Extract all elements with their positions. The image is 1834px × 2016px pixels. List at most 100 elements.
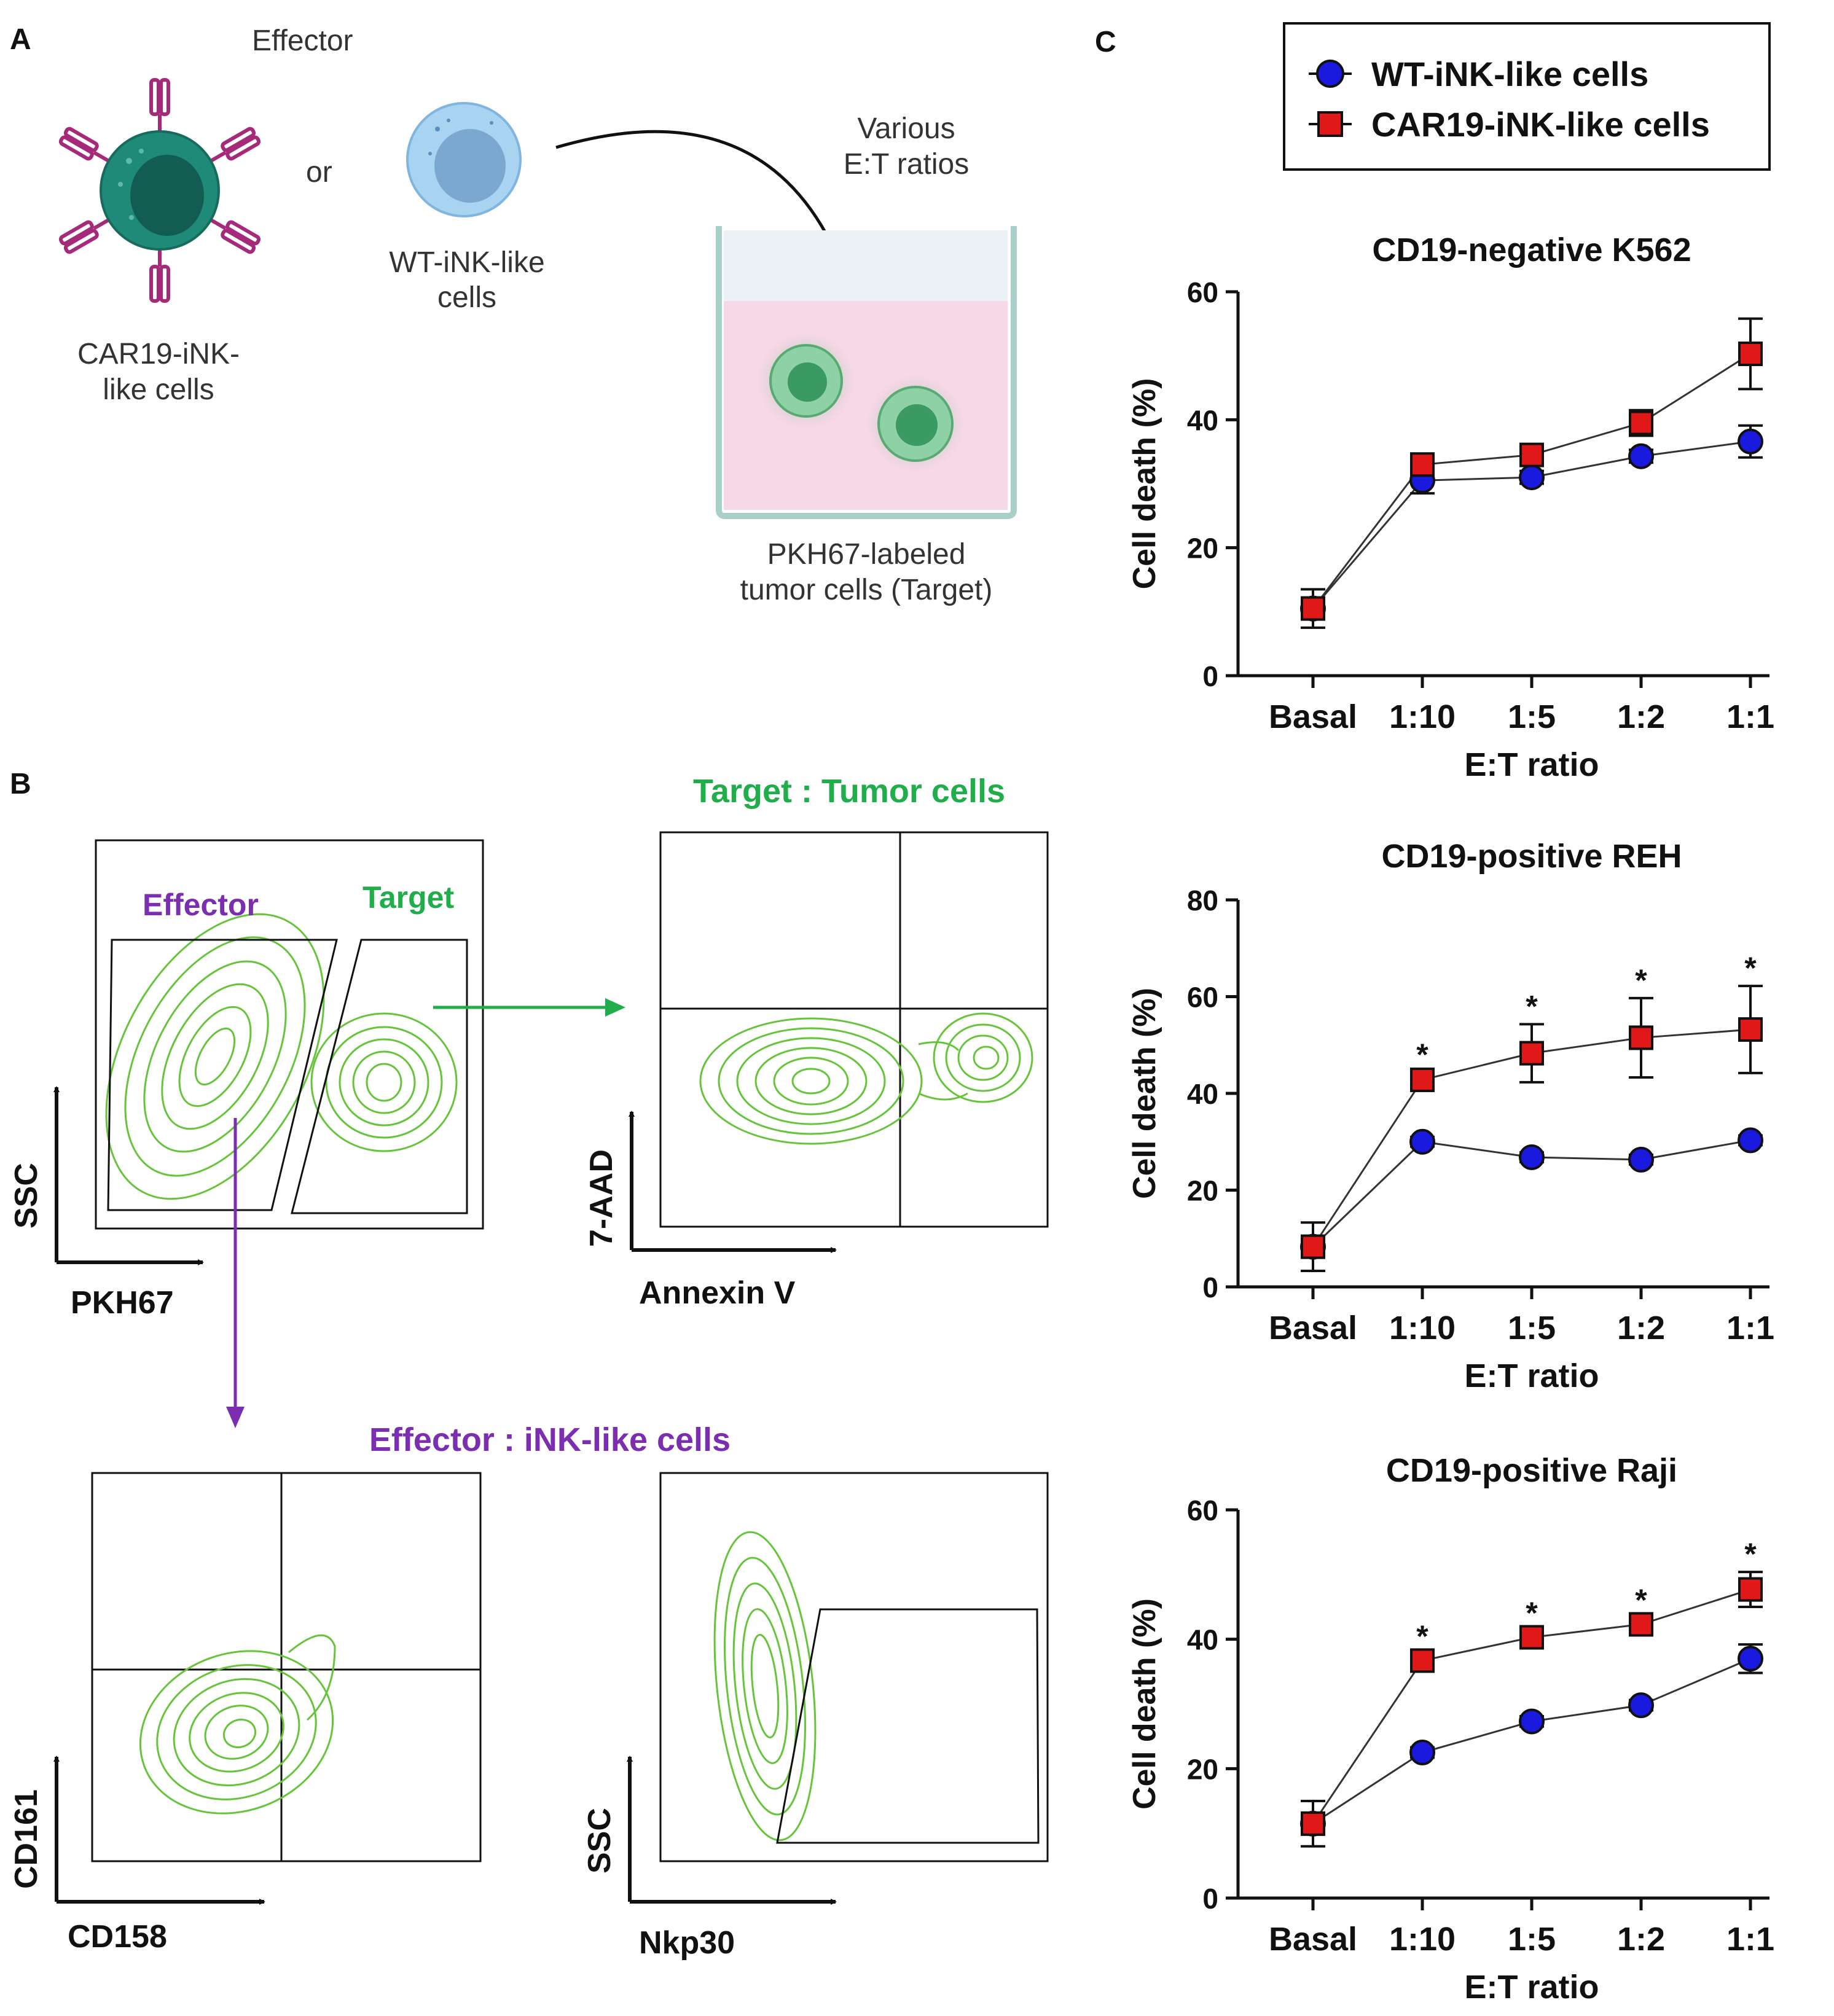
- panel-b: B Effector Target: [9, 768, 1049, 1961]
- gate-label-effector: Effector: [143, 888, 259, 922]
- y-tick-label: 0: [1202, 1272, 1218, 1303]
- contour-apoptotic-cells: [918, 1012, 1033, 1103]
- x-tick-label: 1:5: [1508, 1310, 1556, 1346]
- contour-cd158-cd161-population: [139, 1634, 336, 1815]
- significance-marker: *: [1416, 1619, 1428, 1654]
- y-tick-label: 0: [1202, 1883, 1218, 1915]
- y-axis-title: Cell death (%): [1127, 1598, 1162, 1810]
- x-axis-title: E:T ratio: [1464, 746, 1599, 783]
- target-label-line1: PKH67-labeled: [767, 538, 966, 571]
- significance-marker: *: [1526, 989, 1538, 1023]
- target-gate: [291, 939, 468, 1214]
- flow-plot-pkh67-ssc: Effector Target SSC PKH67: [9, 839, 484, 1321]
- ratio-label-line1: Various: [857, 112, 955, 145]
- chart-reh: CD19-positive REH 0 20 40 60 80 Basal 1:10 1:5 1:…: [1127, 838, 1774, 1394]
- data-point: [1738, 1646, 1763, 1672]
- data-point: [1410, 1067, 1435, 1092]
- y-tick-label: 60: [1187, 1494, 1218, 1526]
- contour-target-population: [310, 1012, 458, 1152]
- target-heading: Target : Tumor cells: [693, 773, 1005, 810]
- contour-viable-cells: [699, 1017, 923, 1145]
- data-point: [1738, 1127, 1763, 1154]
- chart-k562: CD19-negative K562 0 20 40 60 Basal 1:10 1:5 1:2…: [1127, 232, 1774, 783]
- contour-nkp30-population: [713, 1531, 817, 1842]
- data-point: [1738, 1017, 1763, 1042]
- x-axis-title: E:T ratio: [1464, 1358, 1599, 1394]
- x-tick-label: Basal: [1269, 1310, 1357, 1346]
- y-tick-label: 40: [1187, 1624, 1218, 1656]
- arrow-to-target-plot-head: [605, 998, 625, 1017]
- or-text: or: [306, 156, 332, 189]
- data-point: [1628, 1146, 1654, 1173]
- significance-marker: *: [1744, 1537, 1757, 1571]
- y-tick-label: 20: [1187, 1753, 1218, 1785]
- car-cell-label-line1: CAR19-iNK-: [77, 338, 240, 370]
- data-point: [1628, 443, 1654, 469]
- y-tick-label: 40: [1187, 1078, 1218, 1110]
- data-point: [1519, 1144, 1545, 1170]
- chart-raji: CD19-positive Raji 0 20 40 60 Basal 1:10 1:5 1:2…: [1127, 1452, 1774, 2006]
- arrow-to-effector-plot-head: [226, 1407, 245, 1428]
- culture-well-illustration: [716, 226, 1017, 519]
- plot1-y-axis-label: SSC: [9, 1163, 44, 1229]
- significance-marker: *: [1635, 1583, 1647, 1617]
- y-tick-label: 60: [1187, 982, 1218, 1014]
- panel-a-label: A: [10, 23, 31, 56]
- contour-effector-population: [105, 913, 325, 1200]
- target-label-line2: tumor cells (Target): [740, 574, 993, 606]
- y-tick-label: 80: [1187, 885, 1218, 916]
- y-axis-title: Cell death (%): [1127, 378, 1162, 590]
- x-axis-title: E:T ratio: [1464, 1969, 1599, 2006]
- legend-wt-marker-icon: [1316, 60, 1344, 88]
- data-point: [1410, 1648, 1435, 1673]
- effector-title: Effector: [252, 25, 353, 57]
- data-point: [1519, 442, 1544, 467]
- x-tick-label: Basal: [1269, 1921, 1357, 1958]
- panel-a: A Effector CAR19-iNK- like cells or W: [10, 23, 1017, 606]
- data-point: [1738, 1577, 1763, 1602]
- x-tick-label: 1:10: [1389, 1921, 1456, 1958]
- x-tick-label: 1:2: [1617, 1921, 1665, 1958]
- wt-cell-illustration: [406, 102, 522, 217]
- y-tick-label: 20: [1187, 1175, 1218, 1207]
- ratio-label-line2: E:T ratios: [844, 148, 970, 181]
- x-tick-label: 1:5: [1508, 698, 1556, 735]
- chart-title: CD19-positive REH: [1381, 838, 1682, 875]
- data-point: [1519, 464, 1545, 491]
- x-tick-label: 1:5: [1508, 1921, 1556, 1958]
- car-cell-label-line2: like cells: [103, 373, 214, 406]
- x-tick-label: 1:1: [1726, 1310, 1774, 1346]
- x-tick-label: 1:10: [1389, 698, 1456, 735]
- plot4-x-axis-label: Nkp30: [639, 1925, 735, 1961]
- x-tick-label: 1:2: [1617, 1310, 1665, 1346]
- legend-box: [1283, 22, 1771, 171]
- data-point: [1301, 596, 1325, 621]
- plot2-x-axis-label: Annexin V: [639, 1275, 796, 1311]
- data-point: [1629, 410, 1653, 436]
- significance-marker: *: [1416, 1037, 1428, 1072]
- legend-wt-label: WT-iNK-like cells: [1371, 55, 1648, 93]
- wt-cell-label-line1: WT-iNK-like: [389, 246, 544, 279]
- flow-plot-annexin-7aad: 7-AAD Annexin V: [584, 831, 1049, 1311]
- data-point: [1409, 1740, 1435, 1765]
- series-line: [1312, 1657, 1751, 1825]
- effector-gate: [107, 939, 338, 1211]
- wt-cell-label-line2: cells: [437, 281, 496, 314]
- data-point: [1409, 1128, 1435, 1155]
- legend-car-marker-icon: [1317, 111, 1343, 137]
- y-tick-label: 0: [1202, 660, 1218, 692]
- data-point: [1629, 1025, 1653, 1050]
- car19-cell-illustration: [58, 78, 261, 303]
- data-point: [1301, 1811, 1325, 1836]
- x-tick-label: 1:1: [1726, 1921, 1774, 1958]
- data-point: [1301, 1234, 1325, 1259]
- x-tick-label: 1:2: [1617, 698, 1665, 735]
- plot4-y-axis-label: SSC: [582, 1808, 617, 1873]
- significance-marker: *: [1635, 963, 1647, 998]
- effector-heading: Effector : iNK-like cells: [369, 1421, 731, 1458]
- legend-car-label: CAR19-iNK-like cells: [1371, 105, 1710, 144]
- significance-marker: *: [1744, 951, 1757, 985]
- plot3-y-axis-label: CD161: [9, 1789, 44, 1889]
- data-point: [1738, 342, 1763, 367]
